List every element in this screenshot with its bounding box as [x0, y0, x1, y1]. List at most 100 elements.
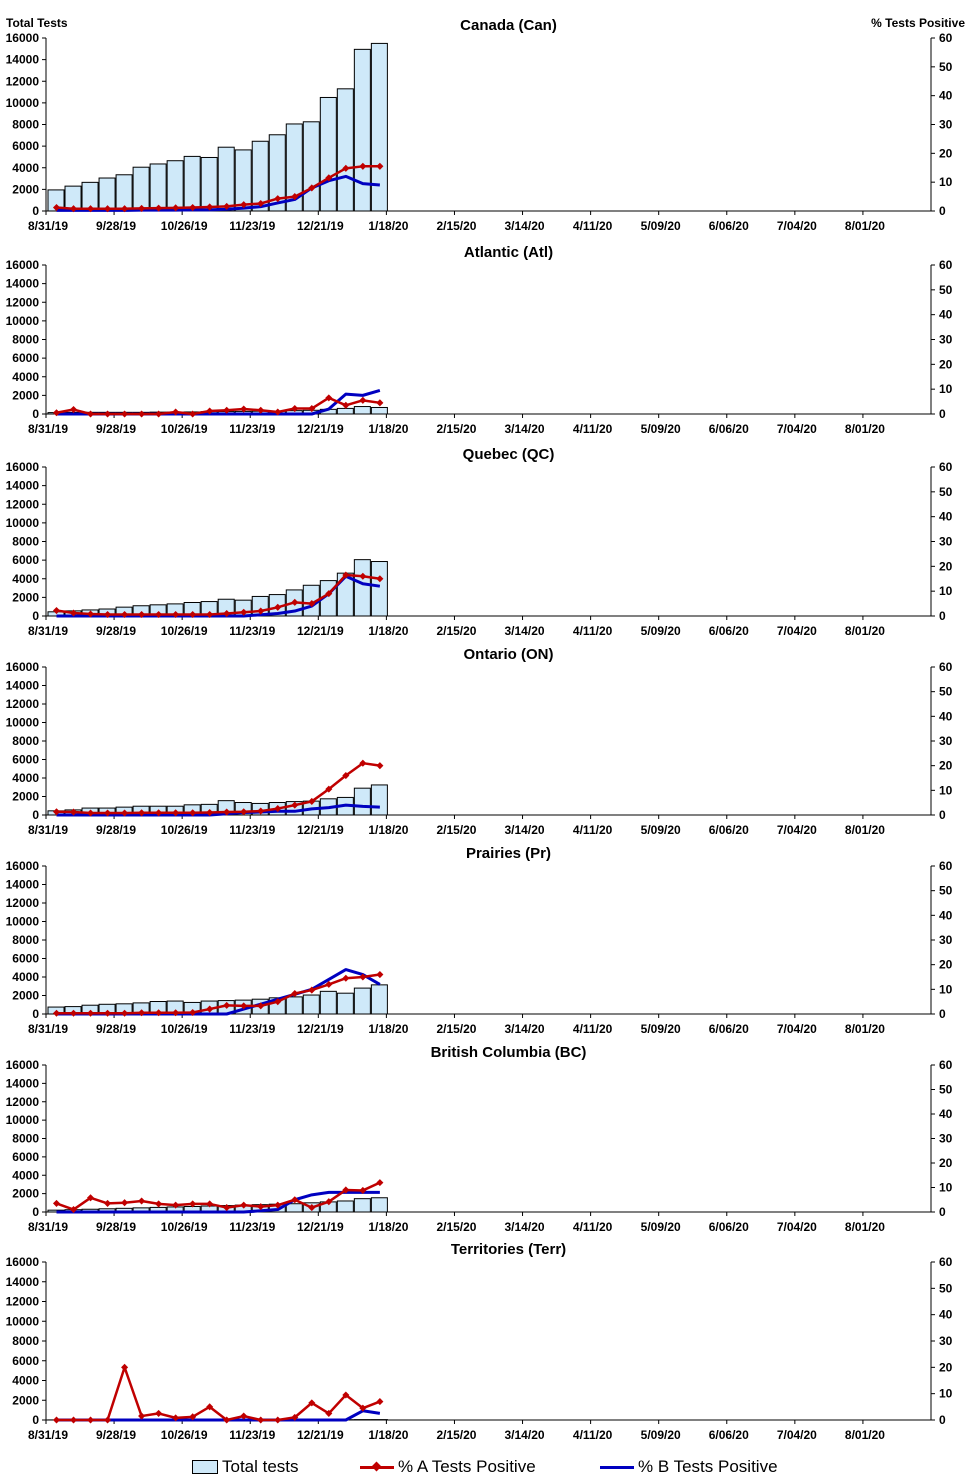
- x-tick-label: 6/06/20: [709, 1220, 749, 1234]
- total-tests-bar: [302, 121, 320, 212]
- x-tick-label: 9/28/19: [96, 1428, 136, 1442]
- pct-a-marker: [155, 1200, 163, 1208]
- x-tick-label: 8/31/19: [28, 1022, 68, 1036]
- pct-a-marker: [52, 204, 61, 212]
- pct-a-marker: [325, 394, 333, 402]
- left-tick-label: 0: [32, 808, 39, 822]
- x-tick-label: 8/01/20: [845, 1428, 885, 1442]
- left-tick-label: 0: [32, 1413, 39, 1427]
- pct-a-marker: [69, 808, 78, 816]
- pct-a-marker: [52, 1416, 61, 1424]
- right-tick-label: 50: [939, 884, 953, 898]
- x-tick-label: 4/11/20: [573, 422, 613, 436]
- legend-pct-b: % B Tests Positive: [600, 1455, 778, 1479]
- x-tick-label: 3/14/20: [505, 1220, 545, 1234]
- x-tick-label: 6/06/20: [709, 1428, 749, 1442]
- left-tick-label: 10000: [6, 1113, 40, 1127]
- pct-a-marker: [257, 607, 265, 615]
- pct-a-marker: [223, 406, 231, 414]
- right-tick-label: 10: [939, 982, 953, 996]
- right-tick-label: 50: [939, 60, 953, 74]
- x-tick-label: 3/14/20: [505, 422, 545, 436]
- x-tick-label: 4/11/20: [573, 1428, 613, 1442]
- pct-a-marker: [342, 571, 350, 579]
- pct-a-marker: [308, 600, 316, 608]
- right-tick-label: 50: [939, 1281, 953, 1295]
- pct-a-marker: [274, 408, 282, 416]
- right-tick-label: 40: [939, 308, 953, 322]
- x-tick-label: 10/26/19: [161, 1022, 208, 1036]
- x-tick-label: 8/01/20: [845, 1022, 885, 1036]
- right-tick-label: 20: [939, 357, 953, 371]
- pct-a-marker: [87, 1009, 95, 1017]
- pct-a-marker: [138, 410, 146, 418]
- left-tick-label: 8000: [12, 118, 39, 132]
- pct-a-marker: [359, 973, 367, 981]
- x-tick-label: 1/18/20: [368, 624, 408, 638]
- pct-a-marker: [376, 1398, 384, 1406]
- pct-a-marker: [274, 195, 282, 203]
- left-tick-label: 2000: [12, 1393, 39, 1407]
- left-tick-label: 2000: [12, 182, 39, 196]
- right-tick-label: 60: [939, 1058, 953, 1072]
- pct-a-marker: [274, 1416, 282, 1424]
- x-tick-label: 5/09/20: [641, 422, 681, 436]
- pct-a-marker: [291, 989, 299, 998]
- pct-a-marker: [121, 1009, 129, 1017]
- pct-a-marker: [104, 205, 112, 213]
- x-tick-label: 4/11/20: [573, 823, 613, 837]
- pct-a-marker: [69, 609, 78, 617]
- pct-a-marker: [69, 405, 78, 414]
- total-tests-bar: [336, 88, 354, 212]
- chart-title: British Columbia (BC): [431, 1044, 587, 1061]
- pct-a-marker: [138, 809, 146, 817]
- pct-a-marker: [69, 1009, 78, 1017]
- right-tick-label: 30: [939, 1334, 953, 1348]
- total-tests-bar: [336, 407, 354, 415]
- right-tick-label: 10: [939, 1387, 953, 1401]
- right-tick-label: 40: [939, 510, 953, 524]
- x-tick-label: 2/15/20: [436, 823, 476, 837]
- left-tick-label: 12000: [6, 1095, 40, 1109]
- left-tick-label: 10000: [6, 716, 40, 730]
- pct-a-marker: [172, 1009, 180, 1017]
- right-tick-label: 10: [939, 783, 953, 797]
- pct-a-marker: [104, 610, 112, 619]
- left-tick-label: 12000: [6, 74, 40, 88]
- pct-a-marker: [172, 408, 180, 416]
- left-tick-label: 16000: [6, 1058, 40, 1072]
- left-tick-label: 16000: [6, 31, 40, 45]
- legend-total-tests: Total tests: [192, 1455, 299, 1479]
- left-tick-label: 4000: [12, 970, 39, 984]
- legend-a-label: % A Tests Positive: [398, 1457, 536, 1476]
- left-tick-label: 14000: [6, 479, 40, 493]
- pct-a-marker: [376, 399, 384, 407]
- x-tick-label: 7/04/20: [777, 1022, 817, 1036]
- x-tick-label: 6/06/20: [709, 624, 749, 638]
- x-tick-label: 3/14/20: [505, 219, 545, 233]
- pct-a-marker: [121, 205, 129, 213]
- x-tick-label: 12/21/19: [297, 1220, 344, 1234]
- x-tick-label: 1/18/20: [368, 219, 408, 233]
- chart-title: Quebec (QC): [463, 446, 555, 463]
- pct-a-marker: [87, 809, 95, 817]
- pct-a-marker: [342, 974, 350, 982]
- pct-a-marker: [138, 1009, 146, 1017]
- pct-a-marker: [206, 808, 214, 817]
- x-tick-label: 6/06/20: [709, 1022, 749, 1036]
- pct-b-line: [56, 803, 380, 817]
- x-tick-label: 6/06/20: [709, 219, 749, 233]
- right-tick-label: 0: [939, 609, 946, 623]
- right-tick-label: 60: [939, 258, 953, 272]
- pct-a-marker: [189, 410, 197, 418]
- x-tick-label: 5/09/20: [641, 1428, 681, 1442]
- total-tests-bar: [370, 1197, 388, 1213]
- right-tick-label: 60: [939, 859, 953, 873]
- x-tick-label: 1/18/20: [368, 1220, 408, 1234]
- left-tick-label: 4000: [12, 771, 39, 785]
- pct-a-marker: [189, 1008, 197, 1017]
- total-tests-bar: [353, 48, 371, 212]
- right-tick-label: 30: [939, 535, 953, 549]
- pct-a-marker: [274, 603, 282, 611]
- right-tick-label: 50: [939, 685, 953, 699]
